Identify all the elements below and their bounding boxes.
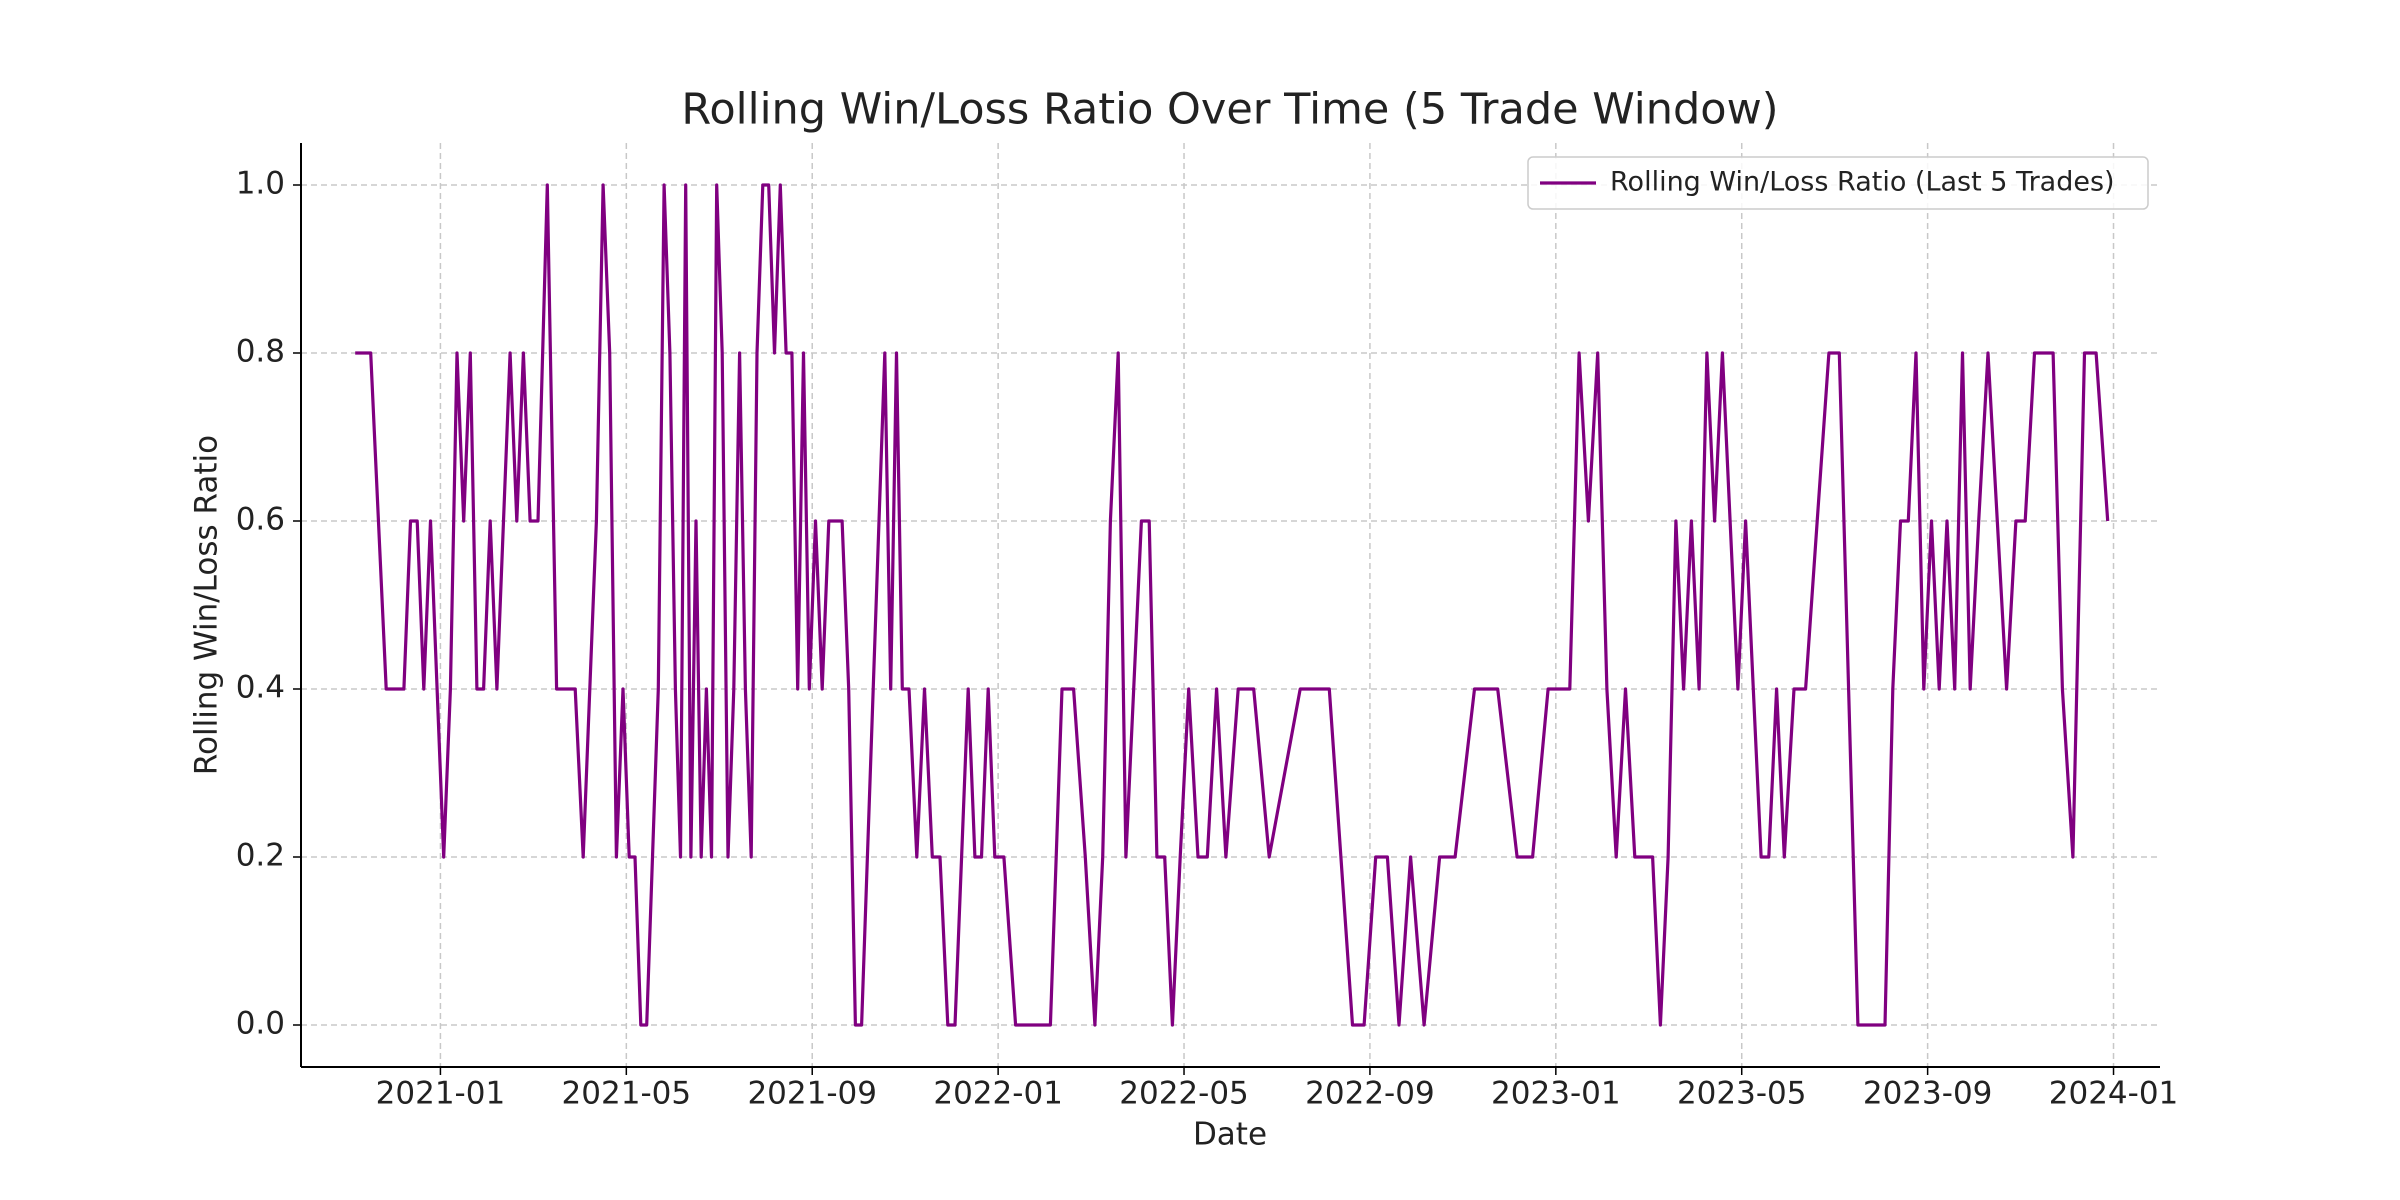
y-tick-label: 0.4 (236, 670, 285, 706)
y-tick-label: 1.0 (236, 166, 285, 202)
x-axis-label: Date (1193, 1117, 1267, 1153)
x-tick-label: 2021-01 (376, 1076, 506, 1112)
data-line (355, 183, 2110, 1027)
chart-title: Rolling Win/Loss Ratio Over Time (5 Trad… (681, 85, 1778, 135)
legend-label: Rolling Win/Loss Ratio (Last 5 Trades) (1610, 167, 2115, 198)
x-tick-label: 2023-09 (1863, 1076, 1993, 1112)
y-axis-label: Rolling Win/Loss Ratio (189, 435, 225, 775)
x-tick-label: 2023-01 (1491, 1076, 1621, 1112)
x-tick-label: 2021-09 (747, 1076, 877, 1112)
y-tick-label: 0.2 (236, 838, 285, 874)
x-tick-label: 2023-05 (1677, 1076, 1807, 1112)
y-tick-label: 0.8 (236, 334, 285, 370)
x-tick-label: 2021-05 (562, 1076, 692, 1112)
x-tick-label: 2022-01 (933, 1076, 1063, 1112)
x-tick-label: 2022-05 (1119, 1076, 1249, 1112)
legend-box (1527, 156, 2149, 210)
x-tick-label: 2024-01 (2049, 1076, 2179, 1112)
x-tick-label: 2022-09 (1305, 1076, 1435, 1112)
y-tick-label: 0.6 (236, 502, 285, 538)
y-tick-label: 0.0 (236, 1006, 285, 1042)
